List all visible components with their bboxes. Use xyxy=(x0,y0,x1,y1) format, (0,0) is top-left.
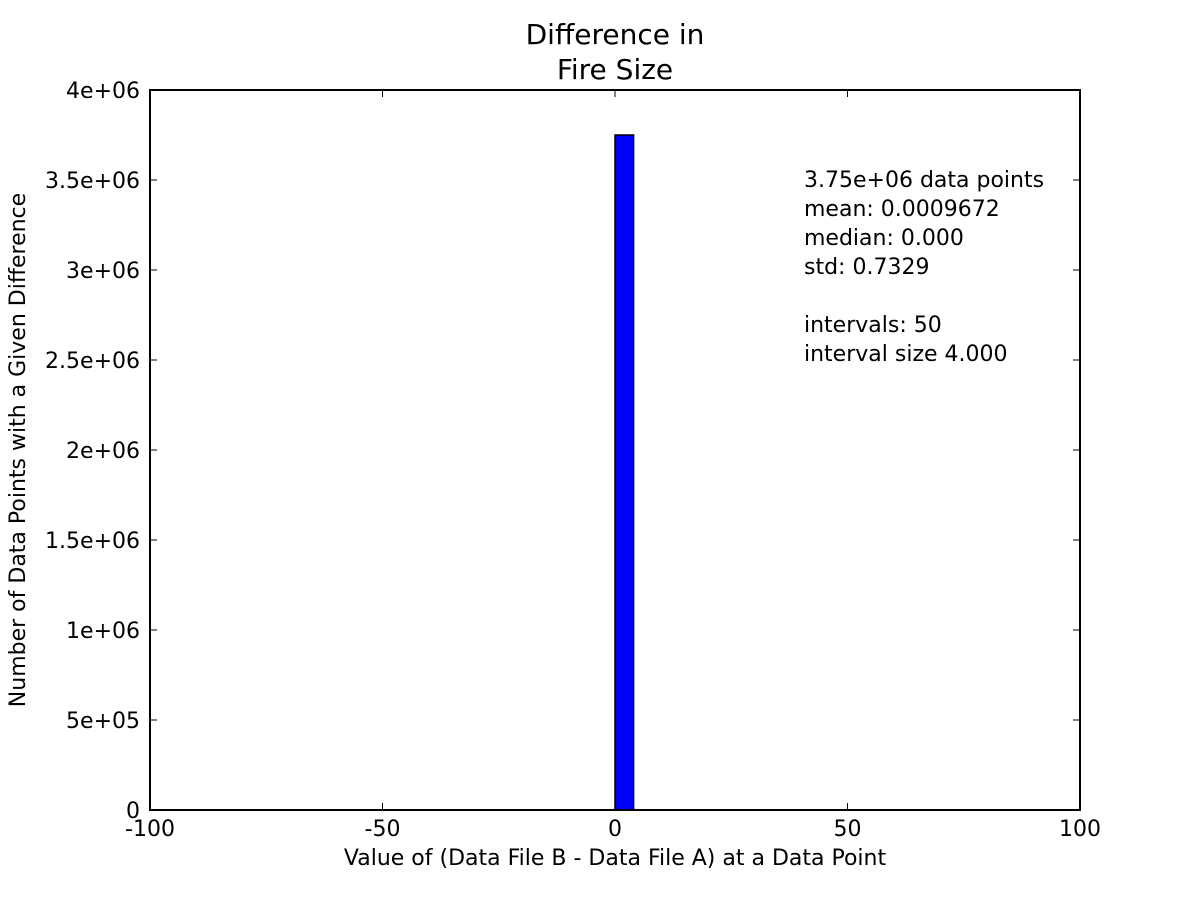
annotation-line: 3.75e+06 data points xyxy=(804,168,1044,193)
y-tick-label: 3.5e+06 xyxy=(45,169,140,194)
y-tick-label: 2e+06 xyxy=(66,439,140,464)
y-tick-label: 4e+06 xyxy=(66,79,140,104)
annotation-line: mean: 0.0009672 xyxy=(804,197,1000,222)
y-tick-label: 1e+06 xyxy=(66,619,140,644)
x-tick-label: 50 xyxy=(834,817,862,842)
stats-annotation: 3.75e+06 data points mean: 0.0009672 media… xyxy=(804,168,1044,367)
x-tick-label: 100 xyxy=(1059,817,1101,842)
ticks-layer: -100 -50 0 50 100 0 5e+05 1e+06 1.5e+06 2e+06 2.5e… xyxy=(45,79,1101,842)
histogram-bar xyxy=(614,134,635,811)
x-tick-label: -50 xyxy=(365,817,401,842)
annotation-line: interval size 4.000 xyxy=(804,342,1008,367)
x-tick-label: -100 xyxy=(125,817,175,842)
x-axis-label: Value of (Data File B - Data File A) at … xyxy=(344,846,887,871)
x-tick-label: 0 xyxy=(608,817,622,842)
y-tick-label: 3e+06 xyxy=(66,259,140,284)
annotation-line: median: 0.000 xyxy=(804,226,964,251)
y-axis-label: Number of Data Points with a Given Diffe… xyxy=(6,193,31,707)
y-tick-label: 5e+05 xyxy=(66,709,140,734)
chart-title-line-1: Difference in xyxy=(526,18,705,51)
annotation-line: std: 0.7329 xyxy=(804,255,929,280)
chart-title-line-2: Fire Size xyxy=(557,53,673,86)
bars-layer xyxy=(614,134,635,811)
annotation-line: intervals: 50 xyxy=(804,313,942,338)
y-tick-label: 1.5e+06 xyxy=(45,529,140,554)
y-tick-label: 0 xyxy=(126,799,140,824)
y-tick-label: 2.5e+06 xyxy=(45,349,140,374)
